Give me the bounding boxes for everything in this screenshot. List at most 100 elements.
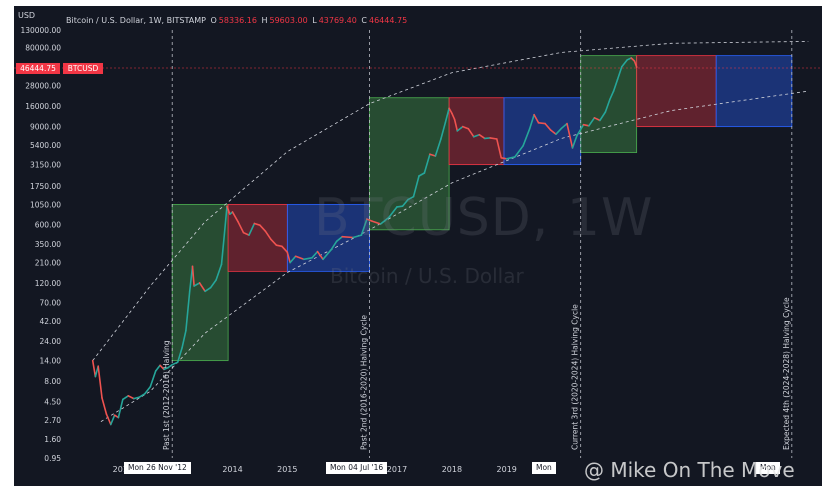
y-tick-label: 4.50 — [44, 398, 61, 407]
price-segment — [176, 346, 183, 364]
price-segment — [294, 255, 305, 261]
symbol-description: Bitcoin / U.S. Dollar, 1W, BITSTAMP — [66, 16, 206, 25]
price-segment — [544, 122, 552, 131]
price-segment — [566, 122, 574, 149]
y-tick-label: 600.00 — [35, 221, 61, 230]
price-segment — [138, 392, 146, 399]
y-tick-label: 42.00 — [40, 317, 62, 326]
cycle-lines: Past 1st (2012-2016) Halving Past 2nd (20… — [162, 30, 793, 458]
trend-curve-upper — [92, 41, 809, 361]
price-segment — [91, 359, 97, 378]
price-segment — [270, 238, 278, 246]
price-segment — [444, 107, 450, 124]
price-segment — [500, 157, 508, 160]
price-segment — [259, 224, 267, 232]
price-segment — [616, 65, 623, 81]
chart-frame: Past 1st (2012-2016) Halving Past 2nd (20… — [14, 6, 822, 486]
x-tick-label: 2014 — [222, 465, 242, 474]
y-tick-label: 1050.00 — [30, 200, 61, 209]
price-segment — [366, 218, 374, 222]
price-segment — [264, 230, 272, 241]
open-label: O — [210, 16, 217, 25]
price-segment — [448, 107, 453, 115]
price-segment — [505, 156, 516, 160]
price-chart[interactable]: Past 1st (2012-2016) Halving Past 2nd (20… — [14, 6, 822, 486]
price-segment — [379, 216, 390, 225]
price-segment — [514, 145, 524, 158]
price-segment — [181, 329, 187, 349]
price-segment — [133, 396, 141, 400]
cycle-zones — [171, 55, 793, 362]
y-tick-label: 120.00 — [35, 279, 61, 288]
price-segment — [322, 248, 333, 261]
low-value: 43769.40 — [318, 16, 357, 25]
price-segment — [302, 257, 313, 261]
price-segment — [204, 286, 212, 293]
close-value: 46444.75 — [369, 16, 408, 25]
y-tick-label: 80000.00 — [25, 44, 61, 53]
date-box-2: Mon 04 Jul '16 — [326, 462, 388, 474]
close-label: C — [361, 16, 367, 25]
price-segment — [188, 265, 194, 293]
author-credit: @ Mike On The Move — [584, 458, 795, 482]
y-tick-label: 8.00 — [44, 377, 61, 386]
price-segment — [105, 413, 112, 426]
price-segment — [456, 125, 464, 132]
price-segment — [599, 111, 607, 122]
price-segment — [209, 279, 217, 289]
y-tick-label: 0.95 — [44, 454, 61, 463]
date-box-1: Mon 26 Nov '12 — [124, 462, 191, 474]
price-segment — [248, 222, 256, 236]
price-segment — [593, 117, 601, 122]
symbol-header: Bitcoin / U.S. Dollar, 1W, BITSTAMP O 583… — [66, 16, 409, 25]
zone-blue-3 — [286, 203, 371, 272]
high-label: H — [261, 16, 268, 25]
price-segment — [571, 134, 578, 149]
price-segment — [198, 282, 206, 293]
price-segment — [412, 175, 420, 198]
price-segment — [171, 361, 179, 366]
y-tick-label: 5400.00 — [30, 141, 61, 150]
price-segment — [311, 250, 319, 259]
low-label: L — [312, 16, 317, 25]
zone-red-2 — [227, 203, 288, 272]
symbol-tag: BTCUSD — [63, 63, 103, 74]
price-segment — [620, 58, 629, 68]
price-segment — [612, 78, 619, 92]
cycle-label-3: Current 3rd (2020-2024) Halving Cycle — [571, 304, 580, 450]
price-segment — [316, 250, 324, 261]
price-segment — [242, 231, 250, 236]
price-segment — [576, 123, 585, 137]
price-segment — [97, 365, 103, 399]
price-segment — [472, 133, 481, 138]
price-segment — [122, 394, 130, 401]
price-segment — [588, 117, 596, 127]
axis-unit: USD — [18, 11, 36, 20]
price-segment — [371, 220, 382, 225]
price-segment — [215, 263, 223, 281]
price-segment — [220, 234, 226, 266]
price-segment — [275, 244, 283, 248]
watermark-title: BTCUSD, 1W — [314, 188, 654, 248]
price-segment — [231, 211, 239, 223]
price-segment — [478, 133, 486, 140]
price-segment — [185, 290, 191, 332]
price-segment — [167, 363, 173, 369]
price-segment — [335, 235, 344, 242]
price-segment — [286, 251, 291, 264]
price-segment — [193, 282, 201, 287]
price-segment — [396, 205, 404, 208]
price-segment — [159, 364, 165, 371]
x-tick-label: 2017 — [387, 465, 407, 474]
x-tick-label: 2012 — [113, 465, 133, 474]
price-segment — [191, 265, 195, 287]
price-segment — [387, 206, 398, 219]
price-segment — [495, 138, 503, 159]
price-segment — [560, 122, 568, 130]
zone-red-5 — [448, 97, 505, 166]
y-tick-label: 2.70 — [44, 416, 61, 425]
price-segment — [289, 255, 297, 264]
price-segment — [453, 118, 459, 132]
price-segment — [418, 172, 426, 177]
price-segment — [226, 205, 231, 215]
